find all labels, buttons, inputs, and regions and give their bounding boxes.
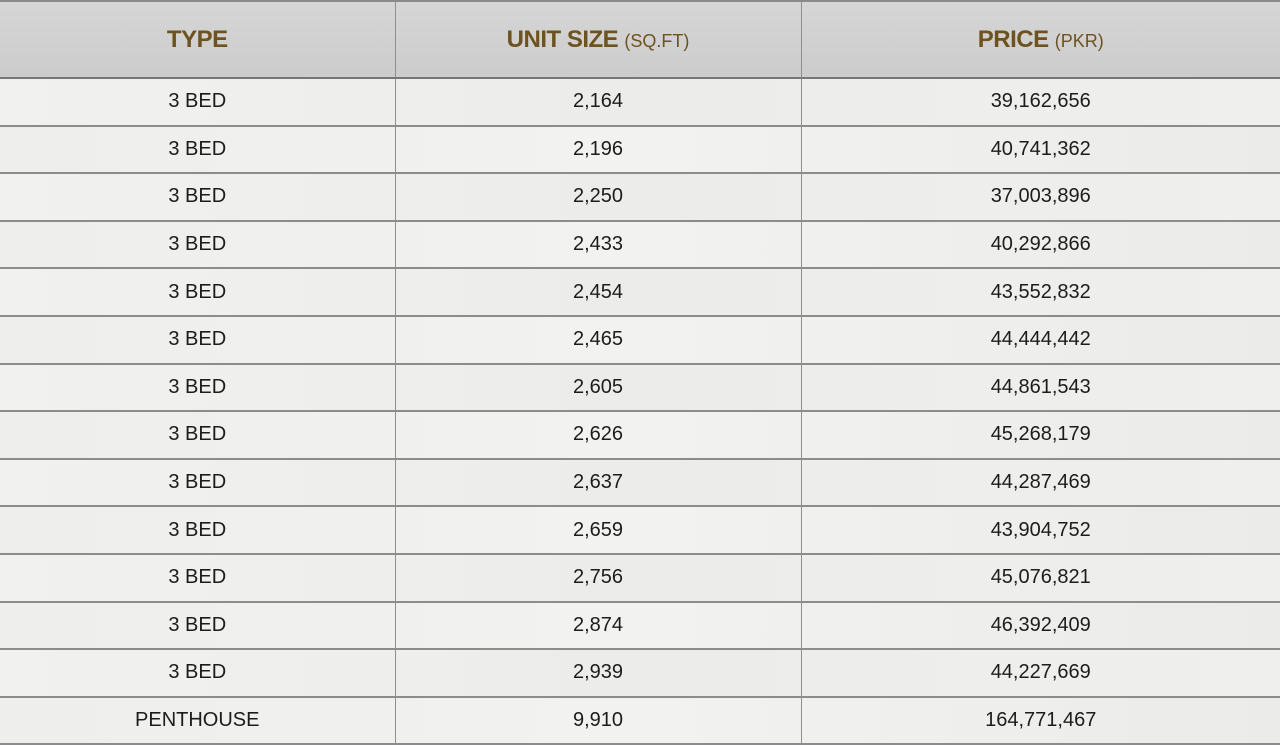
- cell-unit-size: 2,196: [394, 125, 801, 175]
- table-body: 3 BED 2,164 39,162,656 3 BED 2,196 40,741,362…: [0, 78, 1280, 745]
- cell-price: 164,771,467: [800, 696, 1280, 745]
- header-price: PRICE (PKR): [800, 0, 1280, 79]
- cell-unit-size: 2,465: [394, 315, 801, 365]
- cell-unit-size: 2,939: [394, 649, 801, 698]
- table-row: 3 BED 2,874 46,392,409: [0, 601, 1280, 651]
- cell-price: 44,227,669: [800, 649, 1280, 698]
- header-price-label: PRICE: [977, 25, 1049, 53]
- cell-price: 39,162,656: [800, 78, 1280, 127]
- table-header-row: TYPE UNIT SIZE (SQ.FT) PRICE (PKR): [0, 0, 1280, 79]
- table-row: 3 BED 2,454 43,552,832: [0, 268, 1280, 317]
- table-row: PENTHOUSE 9,910 164,771,467: [0, 696, 1280, 745]
- cell-price: 44,444,442: [800, 315, 1280, 365]
- cell-unit-size: 2,164: [394, 78, 801, 127]
- cell-unit-size: 2,874: [394, 601, 801, 651]
- table-row: 3 BED 2,164 39,162,656: [0, 78, 1280, 127]
- cell-unit-size: 2,454: [394, 268, 801, 317]
- table-row: 3 BED 2,626 45,268,179: [0, 411, 1280, 460]
- cell-type: 3 BED: [0, 78, 395, 127]
- cell-unit-size: 2,637: [394, 458, 801, 508]
- cell-price: 44,287,469: [800, 458, 1280, 508]
- cell-type: 3 BED: [0, 411, 395, 460]
- cell-unit-size: 9,910: [394, 696, 801, 745]
- cell-unit-size: 2,250: [394, 173, 801, 222]
- cell-type: PENTHOUSE: [0, 696, 395, 745]
- table-row: 3 BED 2,250 37,003,896: [0, 173, 1280, 222]
- cell-price: 44,861,543: [800, 363, 1280, 413]
- cell-type: 3 BED: [0, 315, 395, 365]
- header-unit-size: UNIT SIZE (SQ.FT): [394, 0, 801, 79]
- table-row: 3 BED 2,465 44,444,442: [0, 315, 1280, 365]
- cell-price: 43,904,752: [800, 506, 1280, 555]
- cell-type: 3 BED: [0, 125, 395, 175]
- cell-price: 45,076,821: [800, 553, 1280, 603]
- header-unit-size-label: UNIT SIZE: [506, 25, 619, 53]
- cell-price: 40,292,866: [800, 220, 1280, 270]
- cell-price: 45,268,179: [800, 411, 1280, 460]
- cell-type: 3 BED: [0, 506, 395, 555]
- header-type: TYPE: [0, 0, 395, 79]
- header-type-label: TYPE: [166, 25, 228, 53]
- table-row: 3 BED 2,939 44,227,669: [0, 649, 1280, 698]
- cell-type: 3 BED: [0, 649, 395, 698]
- table-row: 3 BED 2,659 43,904,752: [0, 506, 1280, 555]
- header-price-unit: (PKR): [1054, 30, 1104, 51]
- cell-unit-size: 2,756: [394, 553, 801, 603]
- cell-unit-size: 2,605: [394, 363, 801, 413]
- cell-type: 3 BED: [0, 173, 395, 222]
- cell-price: 46,392,409: [800, 601, 1280, 651]
- table-row: 3 BED 2,433 40,292,866: [0, 220, 1280, 270]
- table-row: 3 BED 2,605 44,861,543: [0, 363, 1280, 413]
- cell-unit-size: 2,659: [394, 506, 801, 555]
- table-row: 3 BED 2,637 44,287,469: [0, 458, 1280, 508]
- table-row: 3 BED 2,196 40,741,362: [0, 125, 1280, 175]
- cell-type: 3 BED: [0, 268, 395, 317]
- header-unit-size-unit: (SQ.FT): [624, 30, 690, 51]
- cell-price: 37,003,896: [800, 173, 1280, 222]
- cell-price: 40,741,362: [800, 125, 1280, 175]
- cell-type: 3 BED: [0, 601, 395, 651]
- cell-type: 3 BED: [0, 553, 395, 603]
- cell-type: 3 BED: [0, 363, 395, 413]
- table-row: 3 BED 2,756 45,076,821: [0, 553, 1280, 603]
- cell-unit-size: 2,626: [394, 411, 801, 460]
- cell-unit-size: 2,433: [394, 220, 801, 270]
- cell-type: 3 BED: [0, 220, 395, 270]
- cell-price: 43,552,832: [800, 268, 1280, 317]
- cell-type: 3 BED: [0, 458, 395, 508]
